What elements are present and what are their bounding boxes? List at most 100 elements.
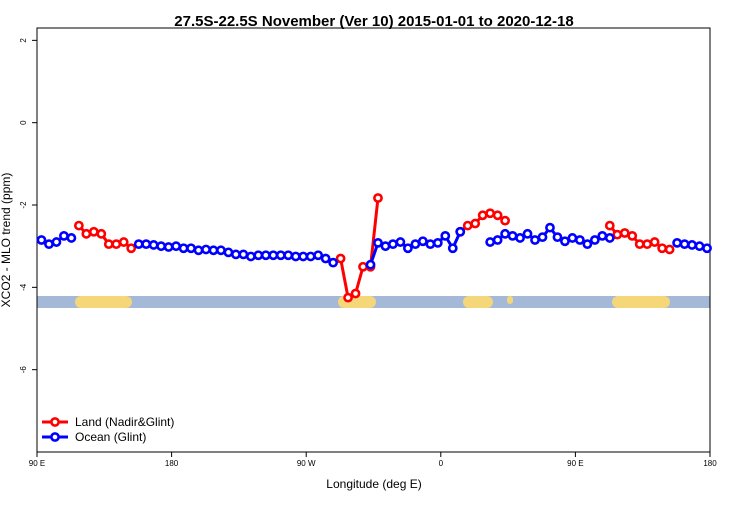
point [103, 239, 114, 250]
point [492, 210, 503, 221]
point [612, 229, 623, 240]
point [702, 243, 712, 254]
point [118, 237, 129, 247]
x-tick-label: 90 E [567, 459, 583, 468]
y-tick-label: -6 [19, 366, 28, 374]
point [373, 193, 383, 203]
point [283, 250, 294, 261]
point [679, 239, 690, 250]
point [425, 239, 436, 250]
point [358, 261, 368, 272]
point [627, 230, 638, 241]
point [552, 232, 563, 243]
point [567, 233, 578, 243]
point [44, 239, 54, 250]
point [507, 230, 518, 241]
point [522, 228, 533, 239]
point [432, 237, 443, 248]
point [634, 239, 645, 250]
y-tick-label: 0 [19, 120, 28, 125]
point [81, 228, 92, 239]
point [320, 253, 331, 264]
point [245, 251, 256, 262]
point [88, 226, 99, 237]
x-tick-label: 90 W [297, 459, 316, 468]
y-tick-label: -2 [19, 201, 28, 209]
point [485, 237, 496, 247]
x-axis-label: Longitude (deg E) [326, 477, 421, 491]
point [156, 241, 167, 252]
point [163, 242, 174, 252]
point [141, 239, 152, 250]
point [290, 251, 301, 262]
point [253, 250, 264, 261]
point [582, 239, 593, 250]
point [36, 235, 47, 245]
point [604, 220, 615, 231]
point [642, 239, 653, 250]
point [410, 239, 421, 250]
point [589, 235, 600, 245]
point [186, 243, 196, 254]
land-mask-band [37, 296, 710, 308]
point [477, 210, 488, 221]
point [365, 259, 376, 270]
point [298, 251, 309, 262]
point [388, 239, 398, 250]
point [395, 237, 406, 247]
point [51, 237, 62, 247]
point [560, 236, 570, 247]
point [133, 239, 144, 250]
point [440, 230, 451, 241]
point [275, 250, 286, 261]
land-patch [75, 296, 132, 308]
point [178, 243, 189, 254]
point [380, 241, 391, 252]
x-tick-label: 180 [165, 459, 179, 468]
point [492, 235, 503, 245]
x-tick-label: 90 E [29, 459, 45, 468]
point [59, 230, 69, 241]
chart-title: 27.5S-22.5S November (Ver 10) 2015-01-01… [174, 13, 573, 30]
point [126, 243, 137, 254]
point [455, 226, 466, 237]
point [223, 247, 234, 258]
point [73, 220, 84, 231]
point [447, 243, 458, 254]
point [193, 245, 204, 256]
point [649, 237, 660, 247]
point [201, 244, 211, 255]
point [530, 235, 540, 245]
point [619, 228, 630, 238]
point [537, 232, 548, 243]
point [350, 288, 361, 299]
point [231, 249, 241, 260]
point [216, 245, 226, 256]
land-patch [612, 296, 670, 308]
point [672, 237, 682, 248]
legend-label: Land (Nadir&Glint) [75, 415, 174, 429]
point [238, 249, 249, 260]
point [402, 243, 413, 254]
point [657, 243, 668, 254]
point [328, 257, 339, 268]
legend-marker [50, 432, 60, 442]
point [343, 292, 353, 303]
point [545, 222, 555, 233]
point [687, 240, 697, 250]
land-patch [507, 296, 513, 304]
x-tick-label: 0 [439, 459, 444, 468]
point [417, 236, 428, 247]
point [335, 253, 346, 264]
point [111, 239, 122, 250]
point [694, 241, 705, 252]
point [604, 233, 615, 243]
y-tick-label: 2 [19, 38, 28, 43]
point [268, 250, 279, 261]
legend-label: Ocean (Glint) [75, 430, 146, 444]
point [462, 220, 473, 231]
y-axis-label: XCO2 - MLO trend (ppm) [0, 173, 13, 308]
point [664, 244, 675, 255]
